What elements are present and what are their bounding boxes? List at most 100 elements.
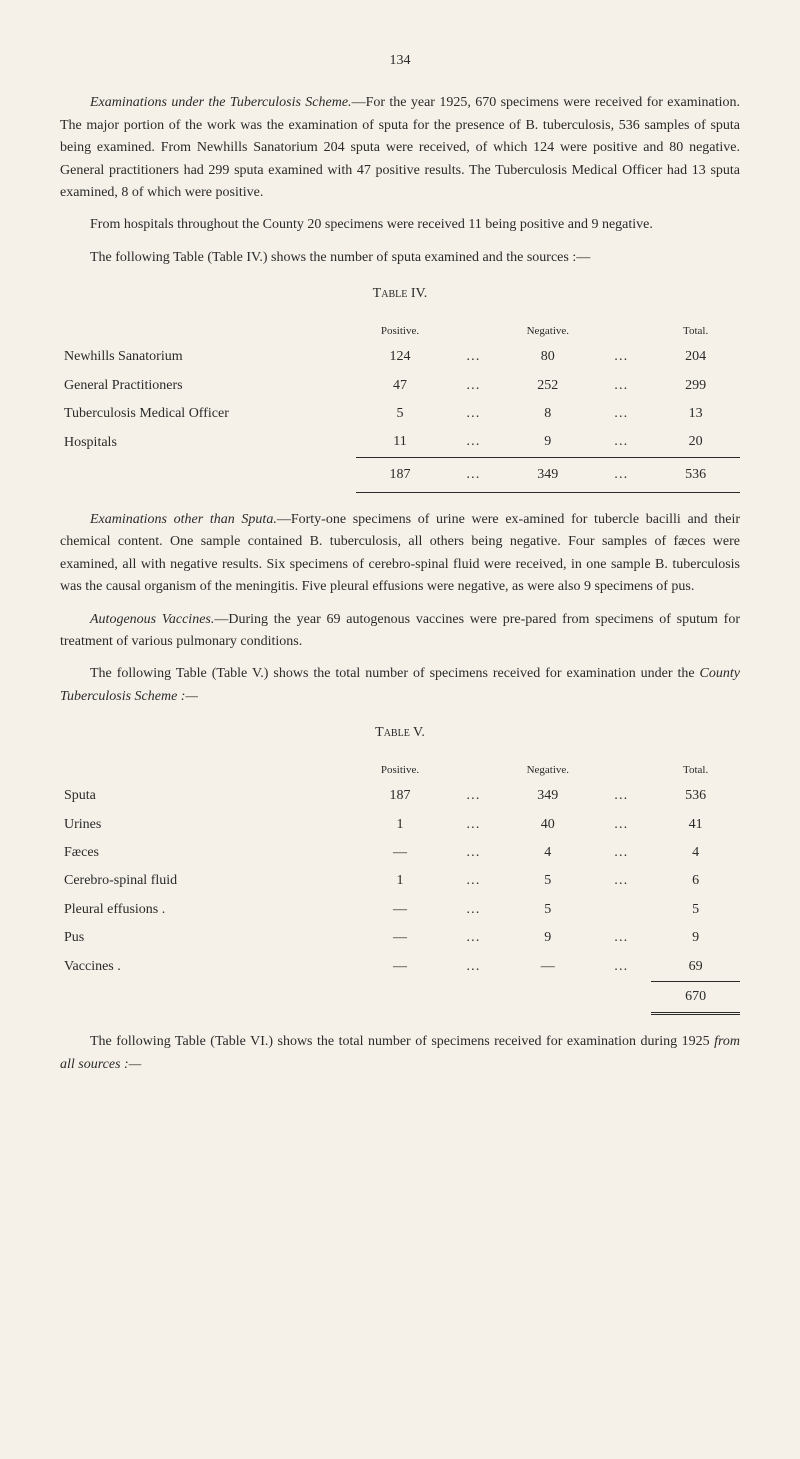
table5-row1-pos: 1: [356, 811, 445, 839]
dots: …: [444, 457, 503, 492]
table5-col-tot: Total.: [651, 759, 740, 783]
table5-row6-tot: 69: [651, 953, 740, 982]
table5-row0-label: Sputa: [60, 782, 356, 810]
dots: …: [444, 428, 503, 457]
table5-row3-tot: 6: [651, 867, 740, 895]
para4-lead: Examinations other than Sputa.: [90, 512, 277, 527]
dots: …: [592, 428, 651, 457]
dots: …: [592, 343, 651, 371]
table5-col-neg: Negative.: [503, 759, 592, 783]
para1-body: —For the year 1925, 670 specimens were r…: [60, 95, 740, 200]
table4-heading: Table IV.: [60, 283, 740, 305]
table5-row1-label: Urines: [60, 811, 356, 839]
table4-header-row: Positive. Negative. Total.: [60, 320, 740, 344]
table4-row1-pos: 47: [356, 372, 445, 400]
table5-row4-pos: —: [356, 896, 445, 924]
dots: …: [444, 782, 503, 810]
table5-header-row: Positive. Negative. Total.: [60, 759, 740, 783]
dots: …: [592, 839, 651, 867]
table5-row4-tot: 5: [651, 896, 740, 924]
table5-row5-neg: 9: [503, 924, 592, 952]
table-row: Newhills Sanatorium 124 … 80 … 204: [60, 343, 740, 371]
table5-grand-total-row: 670: [60, 981, 740, 1013]
table5-row0-pos: 187: [356, 782, 445, 810]
dots: …: [444, 400, 503, 428]
paragraph-2: From hospitals throughout the County 20 …: [60, 214, 740, 236]
dots: …: [444, 924, 503, 952]
table5-row6-neg: —: [503, 953, 592, 982]
table5-row0-neg: 349: [503, 782, 592, 810]
para7-prefix: The following Table (Table VI.) shows th…: [90, 1034, 714, 1049]
paragraph-6: The following Table (Table V.) shows the…: [60, 663, 740, 708]
table4-row3-label: Hospitals: [60, 428, 356, 457]
table5-row5-pos: —: [356, 924, 445, 952]
table5-row6-pos: —: [356, 953, 445, 982]
paragraph-1: Examinations under the Tuberculosis Sche…: [60, 92, 740, 204]
table5-row3-neg: 5: [503, 867, 592, 895]
para6-prefix: The following Table (Table V.) shows the…: [90, 666, 700, 681]
table5-row4-label: Pleural effusions .: [60, 896, 356, 924]
dots: …: [592, 457, 651, 492]
dots: …: [592, 372, 651, 400]
table4-row2-label: Tuberculosis Medical Officer: [60, 400, 356, 428]
table4-row3-pos: 11: [356, 428, 445, 457]
table4-row3-tot: 20: [651, 428, 740, 457]
table-row: Urines 1 … 40 … 41: [60, 811, 740, 839]
table-row: Fæces — … 4 … 4: [60, 839, 740, 867]
table5-row2-neg: 4: [503, 839, 592, 867]
table4-totals-row: 187 … 349 … 536: [60, 457, 740, 492]
table-iv: Positive. Negative. Total. Newhills Sana…: [60, 320, 740, 494]
table4-total-neg: 349: [503, 457, 592, 492]
table4-col-tot: Total.: [651, 320, 740, 344]
table4-row0-neg: 80: [503, 343, 592, 371]
table5-row6-label: Vaccines .: [60, 953, 356, 982]
table4-row1-tot: 299: [651, 372, 740, 400]
paragraph-4: Examinations other than Sputa.—Forty-one…: [60, 509, 740, 599]
dots: …: [592, 811, 651, 839]
table4-row2-pos: 5: [356, 400, 445, 428]
dots: …: [592, 782, 651, 810]
table4-row1-label: General Practitioners: [60, 372, 356, 400]
paragraph-7: The following Table (Table VI.) shows th…: [60, 1031, 740, 1076]
table-row: Sputa 187 … 349 … 536: [60, 782, 740, 810]
table4-col-pos: Positive.: [356, 320, 445, 344]
dots: …: [444, 343, 503, 371]
table4-col-neg: Negative.: [503, 320, 592, 344]
table5-row2-pos: —: [356, 839, 445, 867]
table4-row1-neg: 252: [503, 372, 592, 400]
dots: …: [444, 867, 503, 895]
paragraph-3: The following Table (Table IV.) shows th…: [60, 247, 740, 269]
table4-row0-label: Newhills Sanatorium: [60, 343, 356, 371]
table4-row0-pos: 124: [356, 343, 445, 371]
table5-row3-pos: 1: [356, 867, 445, 895]
table5-grand-total: 670: [651, 981, 740, 1013]
table-row: Vaccines . — … — … 69: [60, 953, 740, 982]
table5-row5-tot: 9: [651, 924, 740, 952]
table4-total-pos: 187: [356, 457, 445, 492]
dots: …: [592, 400, 651, 428]
table-row: Cerebro-spinal fluid 1 … 5 … 6: [60, 867, 740, 895]
table5-row3-label: Cerebro-spinal fluid: [60, 867, 356, 895]
dots: …: [592, 953, 651, 982]
table-row: Tuberculosis Medical Officer 5 … 8 … 13: [60, 400, 740, 428]
table5-row5-label: Pus: [60, 924, 356, 952]
para5-lead: Autogenous Vaccines.: [90, 612, 214, 627]
table5-row0-tot: 536: [651, 782, 740, 810]
table-row: General Practitioners 47 … 252 … 299: [60, 372, 740, 400]
table4-row3-neg: 9: [503, 428, 592, 457]
table-row: Pus — … 9 … 9: [60, 924, 740, 952]
table4-row0-tot: 204: [651, 343, 740, 371]
table4-total-tot: 536: [651, 457, 740, 492]
dots: …: [444, 372, 503, 400]
dots: …: [444, 896, 503, 924]
dots: …: [592, 867, 651, 895]
dots: …: [444, 811, 503, 839]
table4-row2-tot: 13: [651, 400, 740, 428]
table-row: Hospitals 11 … 9 … 20: [60, 428, 740, 457]
table5-row1-neg: 40: [503, 811, 592, 839]
dots: …: [444, 839, 503, 867]
dots: …: [444, 953, 503, 982]
para1-lead: Examinations under the Tuberculosis Sche…: [90, 95, 352, 110]
table5-row2-tot: 4: [651, 839, 740, 867]
table-row: Pleural effusions . — … 5 5: [60, 896, 740, 924]
